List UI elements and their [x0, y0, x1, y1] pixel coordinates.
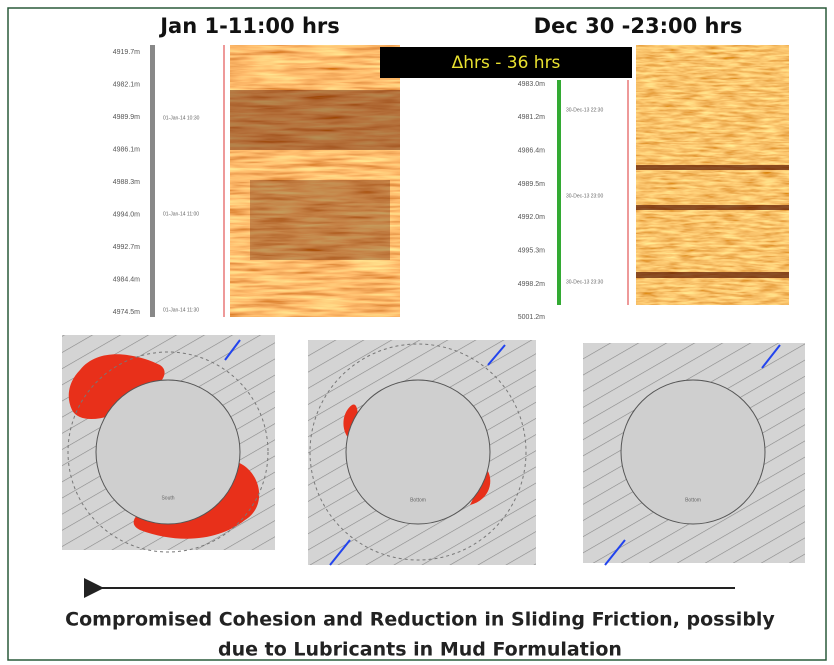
time-label: 01-Jan-14 10:30: [163, 115, 200, 121]
depth-label: 4992.7m: [113, 244, 140, 251]
depth-label: 4989.5m: [518, 181, 545, 188]
time-label: 30-Dec-13 23:00: [566, 193, 603, 199]
depth-label: 4988.3m: [113, 179, 140, 186]
caption-line: Compromised Cohesion and Reduction in Sl…: [65, 609, 775, 631]
depth-label: 5001.2m: [518, 314, 545, 321]
arrow: [487, 344, 506, 366]
depth-label: 4986.4m: [518, 148, 545, 155]
section-label: Bottom: [685, 497, 701, 503]
depth-label: 4994.0m: [113, 211, 140, 218]
depth-label: 4984.4m: [113, 276, 140, 283]
image-log: [636, 45, 789, 305]
depth-label: 4995.3m: [518, 248, 545, 255]
depth-label: 4992.0m: [518, 214, 545, 221]
section-panel: [62, 335, 275, 553]
depth-label: 4989.9m: [113, 114, 140, 121]
depth-label: 4974.5m: [113, 309, 140, 316]
banner-box: [380, 47, 632, 78]
depth-label: 4981.2m: [518, 114, 545, 121]
dark-band: [636, 205, 789, 210]
red-zone: [68, 354, 165, 420]
outer-circle: [67, 351, 269, 553]
arrow: [604, 539, 626, 566]
depth-label: 4998.2m: [518, 281, 545, 288]
outer-circle: [309, 343, 527, 561]
dark-zone: [230, 90, 400, 150]
right-title: Dec 30 -23:00 hrs: [534, 14, 743, 38]
bore: [345, 379, 491, 525]
time-label: 30-Dec-13 23:30: [566, 279, 603, 285]
depth-label: 4983.0m: [518, 81, 545, 88]
track-bar: [557, 80, 561, 305]
time-label: 30-Dec-13 22:30: [566, 107, 603, 113]
dark-zone: [250, 180, 390, 260]
bore: [620, 379, 766, 525]
banner: Δhrs - 36 hrs: [452, 53, 561, 73]
track-bar: [150, 45, 155, 317]
left-title: Jan 1-11:00 hrs: [158, 14, 340, 38]
section-label: South: [161, 495, 174, 501]
caption-line: due to Lubricants in Mud Formulation: [218, 639, 622, 661]
section-panel: [308, 340, 536, 566]
section-label: Bottom: [410, 497, 426, 503]
depth-label: 4919.7m: [113, 49, 140, 56]
dark-band: [636, 272, 789, 278]
bore: [95, 379, 241, 525]
image-log: [230, 45, 400, 317]
depth-label: 4982.1m: [113, 81, 140, 88]
section-panel: [583, 343, 805, 566]
depth-label: 4986.1m: [113, 146, 140, 153]
arrow: [329, 539, 351, 566]
time-label: 01-Jan-14 11:30: [163, 307, 199, 313]
time-label: 01-Jan-14 11:00: [163, 211, 199, 217]
dark-band: [636, 165, 789, 170]
arrow: [761, 344, 781, 369]
arrow: [224, 339, 241, 361]
